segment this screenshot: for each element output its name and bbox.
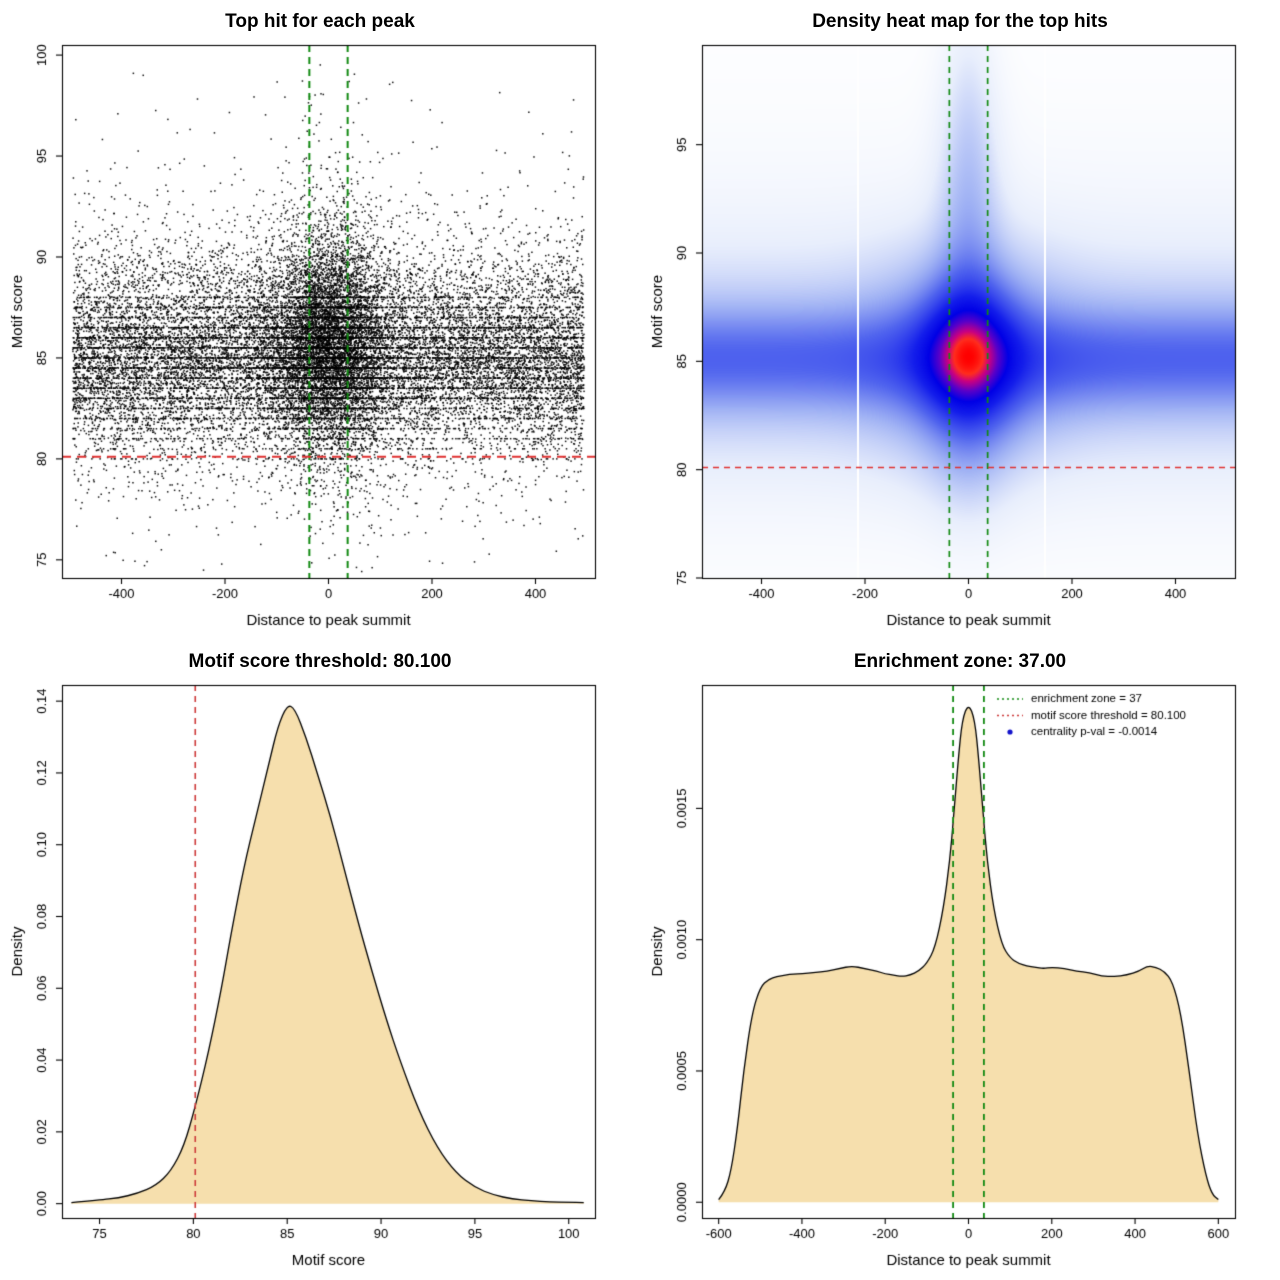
panel-density-heatmap: Density heat map for the top hits	[640, 0, 1280, 640]
motif-score-density-canvas	[0, 640, 640, 1280]
panel-position-density: Enrichment zone: 37.00	[640, 640, 1280, 1280]
chart-title-motif-score-density: Motif score threshold: 80.100	[188, 651, 452, 672]
chart-title-top-hit-scatter: Top hit for each peak	[225, 11, 415, 32]
panel-motif-score-density: Motif score threshold: 80.100	[0, 640, 640, 1280]
position-density-canvas	[640, 640, 1280, 1280]
chart-title-density-heatmap: Density heat map for the top hits	[812, 11, 1108, 32]
top-hit-scatter-canvas	[0, 0, 640, 640]
panel-top-hit-scatter: Top hit for each peak	[0, 0, 640, 640]
density-heatmap-canvas	[640, 0, 1280, 640]
chart-title-position-density: Enrichment zone: 37.00	[853, 651, 1067, 672]
